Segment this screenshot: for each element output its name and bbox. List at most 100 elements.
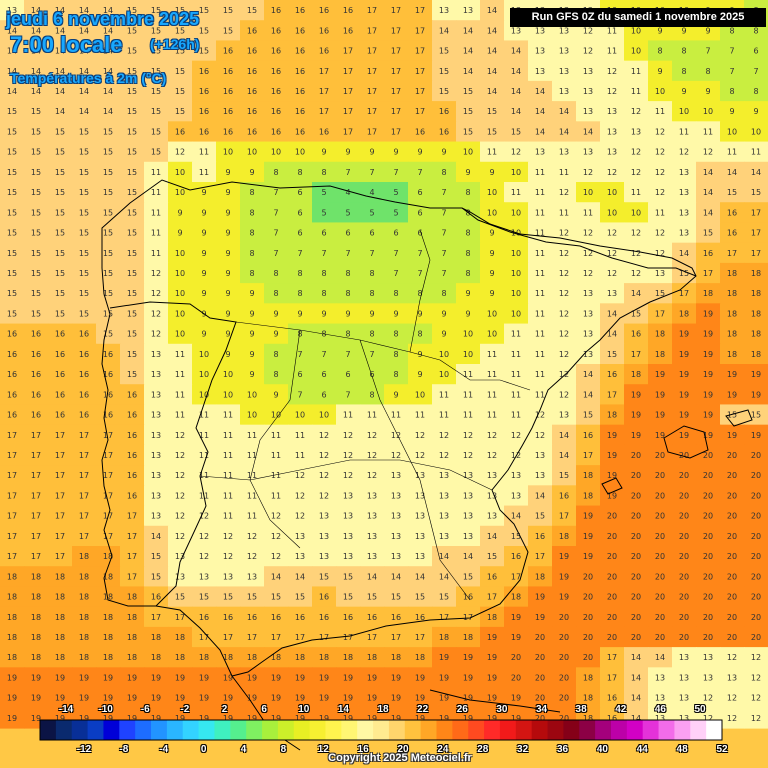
grid-value: 9 <box>177 229 182 238</box>
field-cell <box>408 687 433 709</box>
grid-value: 18 <box>391 653 401 662</box>
grid-value: 18 <box>79 552 89 561</box>
field-cell <box>48 404 73 426</box>
grid-value: 17 <box>31 491 41 500</box>
field-cell <box>336 20 361 42</box>
field-cell <box>192 546 217 567</box>
grid-value: 15 <box>631 309 641 318</box>
grid-value: 15 <box>199 26 209 35</box>
field-cell <box>384 647 409 668</box>
grid-value: 19 <box>679 411 689 420</box>
temperature-field <box>0 0 768 729</box>
field-cell <box>264 303 289 325</box>
legend-label-bottom: -12 <box>76 744 92 755</box>
field-cell <box>264 687 289 709</box>
field-cell <box>432 222 457 244</box>
field-cell <box>144 404 169 426</box>
legend-label-bottom: 36 <box>556 744 569 755</box>
field-cell <box>216 687 241 709</box>
grid-value: 20 <box>607 572 617 581</box>
field-cell <box>576 424 601 446</box>
grid-value: 12 <box>151 309 161 318</box>
grid-value: 18 <box>295 653 305 662</box>
field-cell <box>336 343 361 365</box>
field-cell <box>216 647 241 668</box>
field-cell <box>576 80 601 102</box>
grid-value: 19 <box>631 431 641 440</box>
grid-value: 11 <box>535 208 545 217</box>
grid-value: 14 <box>535 107 545 116</box>
field-cell <box>120 101 145 122</box>
field-cell <box>360 161 385 183</box>
grid-value: 15 <box>151 148 161 157</box>
grid-value: 12 <box>559 390 569 399</box>
field-cell <box>432 444 457 466</box>
grid-value: 16 <box>271 127 281 136</box>
grid-value: 16 <box>79 350 89 359</box>
field-cell <box>0 465 25 486</box>
field-cell <box>336 444 361 466</box>
field-cell <box>696 242 721 264</box>
grid-value: 16 <box>415 127 425 136</box>
field-cell <box>696 262 721 284</box>
grid-value: 14 <box>487 87 497 96</box>
grid-value: 15 <box>271 593 281 602</box>
grid-value: 8 <box>249 208 254 217</box>
grid-value: 16 <box>7 390 17 399</box>
grid-value: 12 <box>271 532 281 541</box>
grid-value: 11 <box>415 411 425 420</box>
grid-value: 19 <box>751 431 761 440</box>
field-cell <box>24 222 49 244</box>
field-cell <box>648 364 673 385</box>
field-cell <box>672 444 697 466</box>
grid-value: 13 <box>151 411 161 420</box>
grid-value: 12 <box>223 532 233 541</box>
grid-value: 11 <box>247 491 257 500</box>
grid-value: 15 <box>79 249 89 258</box>
grid-value: 9 <box>201 249 206 258</box>
field-cell <box>696 546 721 567</box>
field-cell <box>552 444 577 466</box>
field-cell <box>0 424 25 446</box>
field-cell <box>672 626 697 648</box>
grid-value: 8 <box>465 229 470 238</box>
field-cell <box>336 424 361 446</box>
field-cell <box>0 101 25 122</box>
field-cell <box>0 20 25 42</box>
field-cell <box>648 586 673 608</box>
field-cell <box>696 141 721 163</box>
field-cell <box>408 485 433 507</box>
mallorca-island <box>663 425 709 459</box>
grid-value: 15 <box>175 47 185 56</box>
field-cell <box>336 121 361 143</box>
field-cell <box>288 424 313 446</box>
grid-value: 20 <box>727 532 737 541</box>
field-cell <box>264 323 289 345</box>
field-cell <box>288 283 313 304</box>
field-cell <box>576 404 601 426</box>
field-cell <box>192 505 217 527</box>
field-cell <box>432 283 457 304</box>
grid-value: 11 <box>535 309 545 318</box>
grid-value: 11 <box>535 330 545 339</box>
grid-value: 18 <box>463 633 473 642</box>
grid-value: 8 <box>393 289 398 298</box>
grid-value: 18 <box>175 633 185 642</box>
grid-value: 15 <box>55 269 65 278</box>
grid-value: 11 <box>463 370 473 379</box>
field-cell <box>504 80 529 102</box>
field-cell <box>744 485 768 507</box>
grid-value: 17 <box>367 26 377 35</box>
grid-value: 8 <box>297 289 302 298</box>
field-cell <box>696 465 721 486</box>
field-cell <box>216 161 241 183</box>
field-cell <box>528 606 553 628</box>
grid-value: 12 <box>175 512 185 521</box>
field-cell <box>96 101 121 122</box>
grid-value: 8 <box>657 47 662 56</box>
field-cell <box>264 80 289 102</box>
field-cell <box>408 40 433 62</box>
grid-value: 18 <box>31 653 41 662</box>
grid-value: 18 <box>7 633 17 642</box>
grid-value: 12 <box>151 269 161 278</box>
